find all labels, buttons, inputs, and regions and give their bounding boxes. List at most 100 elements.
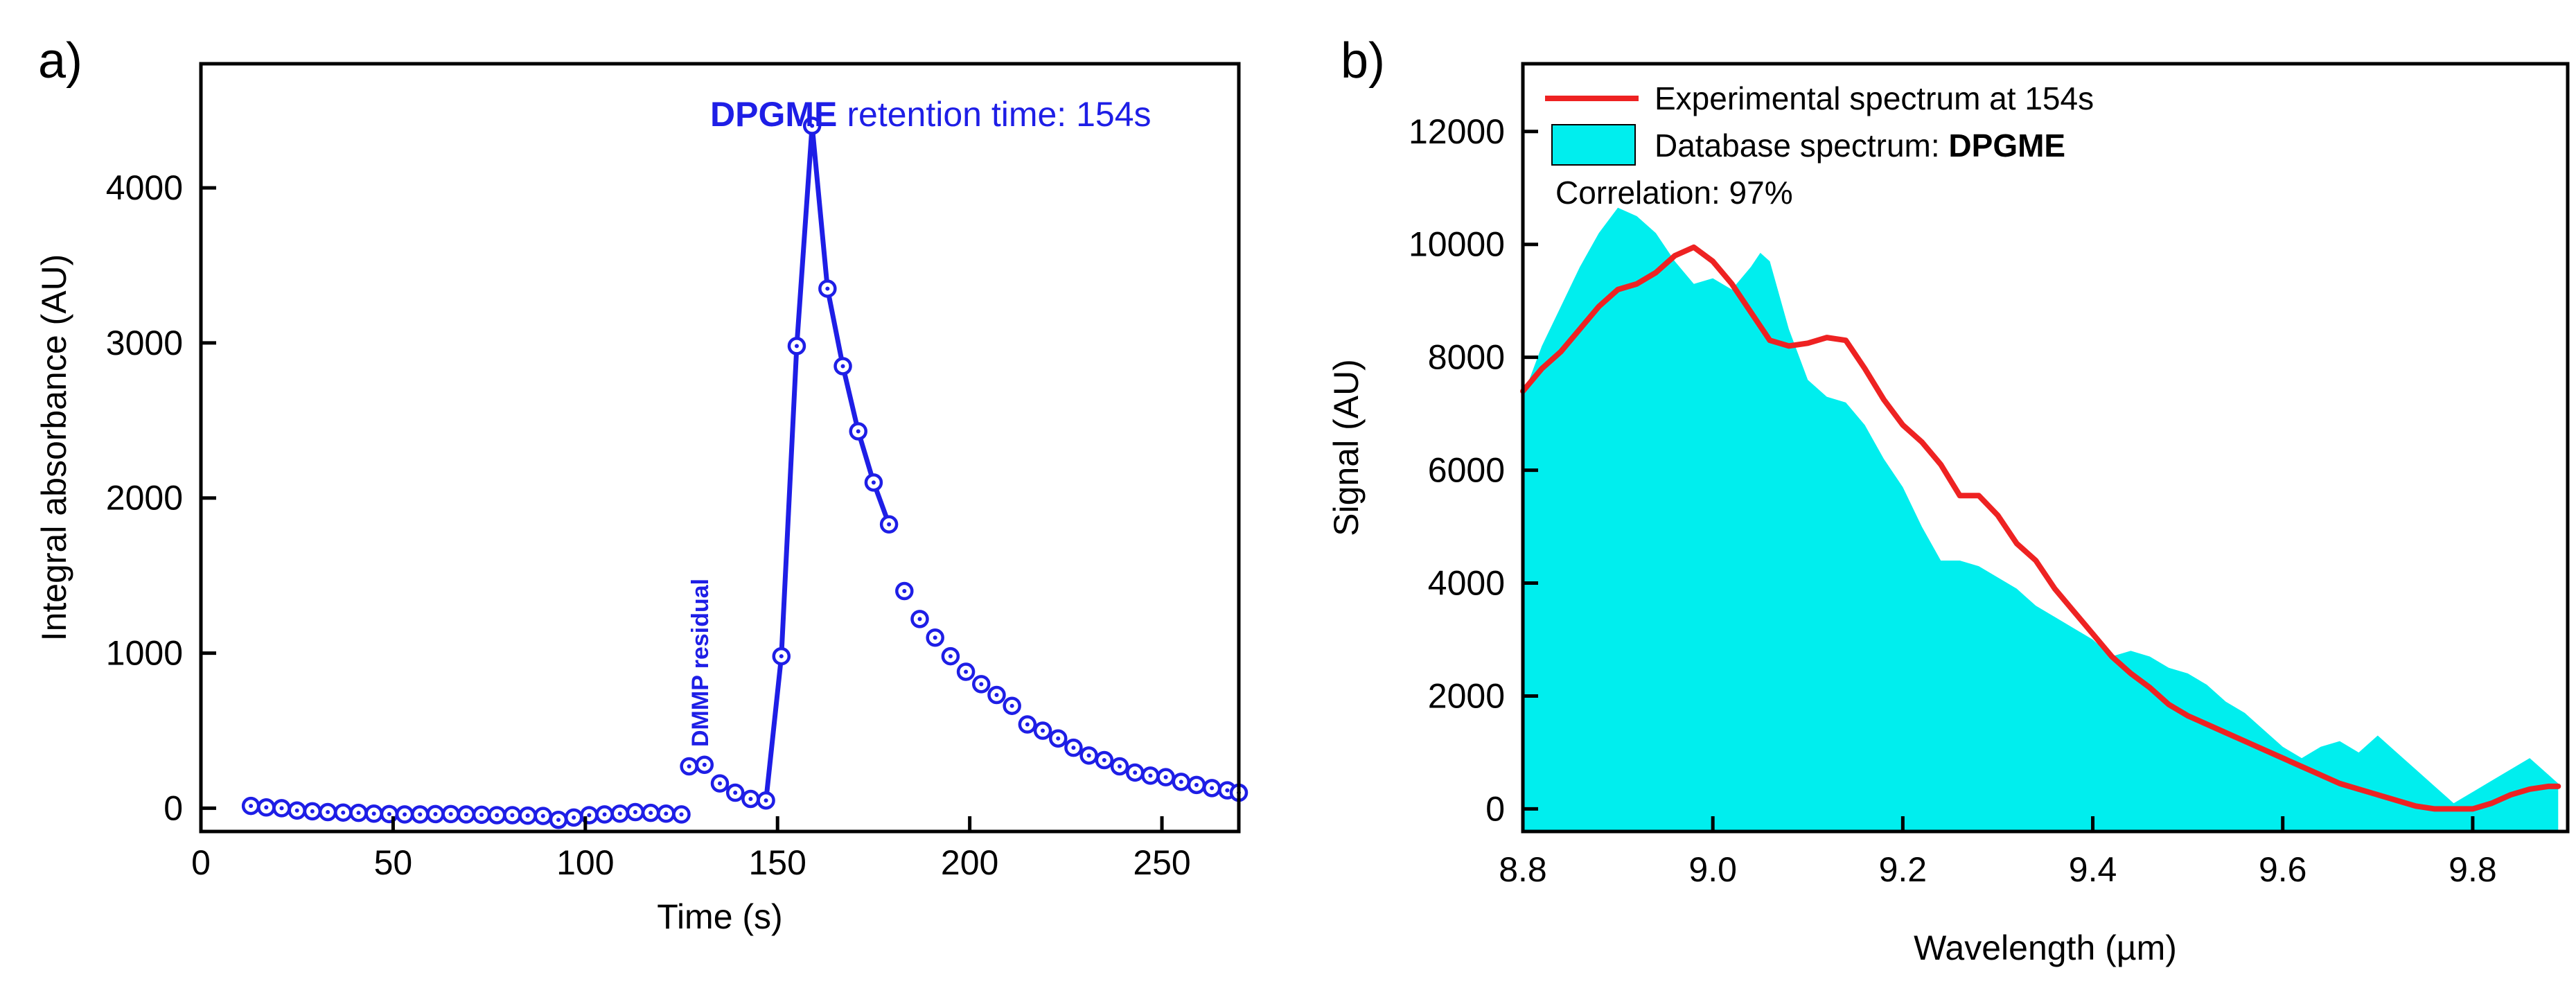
data-point-center: [871, 480, 876, 485]
data-point-center: [433, 811, 438, 816]
data-point-center: [617, 811, 622, 816]
panel-b-legend: Experimental spectrum at 154s Database s…: [1545, 80, 2094, 211]
panel-b-label: b): [1341, 33, 1385, 89]
data-point-center: [279, 806, 284, 811]
y-tick-label: 12000: [1409, 112, 1505, 151]
data-point-center: [464, 812, 468, 817]
y-tick-label: 3000: [106, 324, 183, 362]
data-point-center: [479, 812, 484, 817]
data-point-center: [994, 693, 999, 698]
x-tick-label: 9.2: [1879, 850, 1927, 889]
y-tick-label: 2000: [1428, 676, 1505, 715]
panel-a-peak-text: retention time: 154s: [847, 95, 1151, 134]
data-point-center: [664, 811, 669, 816]
data-point-center: [326, 810, 330, 815]
data-point-center: [779, 654, 784, 659]
x-tick-label: 9.4: [2069, 850, 2117, 889]
data-point-center: [310, 809, 315, 813]
data-point-center: [748, 796, 753, 801]
data-point-center: [840, 364, 845, 369]
data-point-center: [1071, 746, 1076, 750]
y-tick-label: 0: [164, 789, 183, 827]
data-point-center: [810, 123, 815, 128]
panel-a-y-ticks: 0 1000 2000 3000 4000: [106, 168, 216, 827]
data-point-center: [948, 654, 953, 659]
panel-a-y-axis-title: Integral absorbance (AU): [35, 254, 73, 642]
x-tick-label: 9.6: [2259, 850, 2307, 889]
x-tick-label: 0: [191, 843, 211, 882]
data-point-center: [1148, 773, 1153, 778]
panel-a-x-axis-title: Time (s): [657, 897, 782, 936]
data-point-center: [1086, 753, 1091, 758]
panel-b-line-series: [1520, 244, 2561, 812]
panel-b-x-ticks: 8.8 9.0 9.2 9.4 9.6 9.8: [1499, 816, 2497, 889]
data-point-center: [510, 813, 515, 818]
y-tick-label: 6000: [1428, 451, 1505, 490]
legend-label-experimental: Experimental spectrum at 154s: [1655, 80, 2094, 116]
panel-a-peak-compound: DPGME: [710, 95, 837, 134]
data-point-center: [764, 798, 768, 803]
data-point-center: [679, 812, 684, 817]
data-point-center: [887, 522, 892, 527]
data-point-center: [702, 762, 707, 767]
x-tick-label: 9.0: [1688, 850, 1737, 889]
x-tick-label: 8.8: [1499, 850, 1547, 889]
data-point-center: [341, 810, 346, 815]
panel-a-chart: a) 0 50 100 150 200 250 0 1000 2000 3000 4000 Tim…: [35, 33, 1249, 936]
legend-swatch-database: [1551, 124, 1636, 166]
data-point-center: [979, 682, 984, 687]
panel-b-y-ticks: 0 2000 4000 6000 8000 10000 12000: [1409, 112, 1538, 828]
x-tick-label: 250: [1133, 843, 1190, 882]
legend-label-database-compound: DPGME: [1948, 127, 2065, 164]
data-point-center: [264, 805, 269, 810]
data-point-center: [1133, 770, 1138, 775]
data-point-center: [1179, 780, 1183, 784]
data-point-center: [964, 669, 969, 674]
data-point-center: [1118, 764, 1122, 768]
x-tick-label: 9.8: [2449, 850, 2497, 889]
data-point-center: [902, 589, 907, 594]
y-tick-label: 2000: [106, 479, 183, 518]
panel-a-markers: [241, 116, 1249, 829]
y-tick-label: 8000: [1428, 338, 1505, 377]
data-point-center: [856, 429, 861, 434]
data-point-center: [687, 764, 691, 768]
data-point-center: [1194, 782, 1199, 787]
data-point-center: [356, 811, 361, 816]
data-point-center: [733, 791, 738, 795]
data-point-center: [572, 815, 576, 820]
panel-b-chart: b) 8.8 9.0 9.2 9.4 9.6 9.8 0 2000 4000 6000 8000 1…: [1327, 33, 2570, 967]
data-point-center: [649, 811, 653, 816]
data-point-center: [794, 344, 799, 349]
y-tick-label: 0: [1485, 789, 1505, 828]
data-point-center: [917, 617, 922, 622]
legend-label-database: Database spectrum: DPGME: [1655, 127, 2065, 164]
x-tick-label: 200: [941, 843, 998, 882]
panel-a-frame: [199, 62, 1241, 834]
series-line-experimental: [1520, 244, 2561, 812]
y-tick-label: 1000: [106, 634, 183, 673]
data-point-center: [294, 808, 299, 813]
data-point-center: [1225, 788, 1230, 793]
data-point-center: [1041, 728, 1046, 733]
data-point-center: [718, 781, 722, 786]
data-point-center: [633, 810, 637, 815]
panel-b-frame: [1521, 62, 2570, 834]
data-point-center: [249, 804, 254, 809]
legend-label-database-prefix: Database spectrum:: [1655, 127, 1948, 164]
panel-b-area-series: [1523, 207, 2559, 831]
panel-a-series: [750, 123, 892, 803]
x-tick-label: 50: [374, 843, 413, 882]
x-tick-label: 100: [556, 843, 614, 882]
data-point-center: [403, 812, 407, 817]
data-point-center: [387, 811, 391, 816]
data-point-center: [1025, 722, 1030, 727]
y-tick-label: 10000: [1409, 225, 1505, 264]
y-tick-label: 4000: [1428, 564, 1505, 603]
data-point-center: [418, 812, 423, 817]
panel-a-residual-annotation: DMMP residual: [687, 579, 714, 747]
panel-b-x-axis-title: Wavelength (µm): [1914, 928, 2177, 967]
data-point-center: [1210, 786, 1215, 791]
x-tick-label: 150: [749, 843, 806, 882]
data-point-center: [448, 811, 453, 816]
